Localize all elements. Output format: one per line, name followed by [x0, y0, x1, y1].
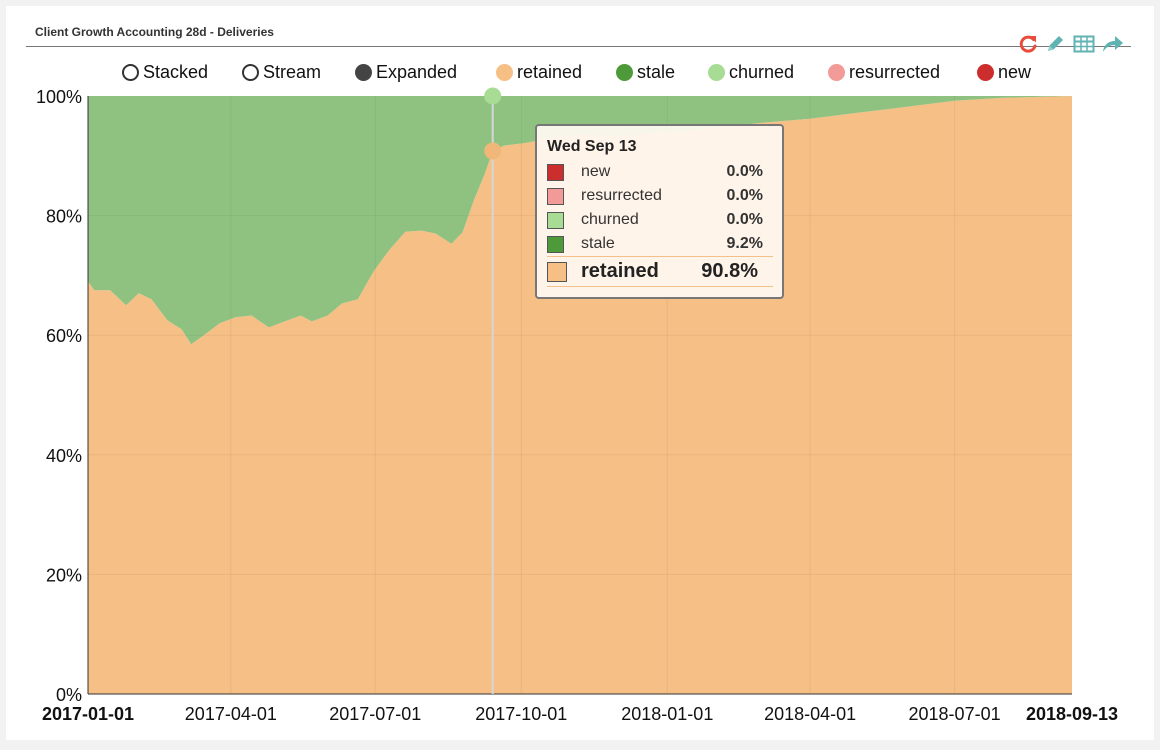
y-tick-label: 40%: [46, 446, 82, 466]
x-tick-label: 2017-01-01: [42, 704, 134, 724]
legend-swatch: [828, 63, 845, 81]
tooltip-series-value: 0.0%: [726, 187, 763, 204]
edit-icon[interactable]: [1043, 32, 1067, 56]
tooltip-series-name: retained: [581, 260, 659, 282]
stacked-label: Stacked: [143, 61, 209, 82]
panel-title: Client Growth Accounting 28d - Deliverie…: [35, 25, 274, 39]
y-tick-label: 80%: [46, 207, 82, 227]
refresh-icon[interactable]: [1016, 32, 1040, 56]
tooltip-series-value: 0.0%: [726, 163, 763, 180]
tooltip-row-churned: churned 0.0%: [547, 211, 773, 231]
tooltip-swatch: [547, 212, 564, 229]
legend-item-retained[interactable]: retained: [496, 59, 582, 85]
x-tick-label: 2018-04-01: [764, 704, 856, 724]
stream-label: Stream: [263, 61, 322, 82]
tooltip-row-stale: stale 9.2%: [547, 235, 773, 255]
expanded-label: Expanded: [376, 61, 458, 82]
x-tick-label: 2018-07-01: [909, 704, 1001, 724]
tooltip-swatch: [547, 164, 564, 181]
legend-swatch: [616, 63, 633, 81]
panel-toolbar: [1016, 32, 1131, 56]
x-tick-label: 2017-07-01: [329, 704, 421, 724]
table-icon[interactable]: [1072, 32, 1096, 56]
tooltip-row-resurrected: resurrected 0.0%: [547, 187, 773, 207]
tooltip-series-value: 9.2%: [726, 235, 763, 252]
radio-icon: [122, 63, 139, 81]
hover-marker-stale: [484, 87, 502, 105]
y-tick-label: 60%: [46, 326, 82, 346]
tooltip-series-name: resurrected: [581, 187, 662, 204]
tooltip-divider: [547, 286, 773, 287]
x-tick-label: 2017-04-01: [185, 704, 277, 724]
y-tick-label: 100%: [36, 87, 82, 107]
legend-label: retained: [517, 61, 583, 82]
title-divider: [26, 46, 1131, 47]
legend-swatch: [977, 63, 994, 81]
x-tick-label: 2018-01-01: [621, 704, 713, 724]
legend-item-resurrected[interactable]: resurrected: [828, 59, 940, 85]
radio-icon: [242, 63, 259, 81]
legend-label: new: [998, 61, 1032, 82]
tooltip-series-value: 0.0%: [726, 211, 763, 228]
tooltip-row-retained: retained 90.8%: [547, 258, 773, 286]
legend-label: stale: [637, 61, 676, 82]
legend-swatch: [708, 63, 725, 81]
tooltip-swatch: [547, 236, 564, 253]
tooltip-row-new: new 0.0%: [547, 163, 773, 183]
y-tick-label: 0%: [56, 685, 82, 705]
tooltip-swatch: [547, 262, 567, 282]
expanded-toggle[interactable]: Expanded: [355, 59, 457, 85]
area-stale: [88, 96, 1072, 345]
y-tick-label: 20%: [46, 565, 82, 585]
x-tick-label: 2017-10-01: [475, 704, 567, 724]
legend-swatch: [496, 63, 513, 81]
tooltip-series-value: 90.8%: [701, 260, 758, 282]
area-retained: [88, 96, 1072, 694]
legend-item-churned[interactable]: churned: [708, 59, 794, 85]
stacked-toggle[interactable]: Stacked: [122, 59, 208, 85]
tooltip-series-name: new: [581, 163, 611, 180]
tooltip-series-name: churned: [581, 211, 639, 228]
legend-label: resurrected: [849, 61, 941, 82]
hover-tooltip: Wed Sep 13 new 0.0% resurrected 0.0% chu…: [535, 124, 784, 299]
tooltip-swatch: [547, 188, 564, 205]
x-tick-label: 2018-09-13: [1026, 704, 1118, 724]
stream-toggle[interactable]: Stream: [242, 59, 321, 85]
hover-marker-retained: [484, 142, 502, 160]
tooltip-date: Wed Sep 13: [547, 138, 637, 155]
legend-label: churned: [729, 61, 795, 82]
legend-item-stale[interactable]: stale: [616, 59, 675, 85]
tooltip-divider: [547, 256, 773, 257]
tooltip-series-name: stale: [581, 235, 615, 252]
radio-filled-icon: [355, 63, 372, 81]
legend-item-new[interactable]: new: [977, 59, 1031, 85]
share-icon[interactable]: [1100, 32, 1124, 56]
chart-legend: Stacked Stream Expanded retained stale c…: [0, 59, 1160, 85]
